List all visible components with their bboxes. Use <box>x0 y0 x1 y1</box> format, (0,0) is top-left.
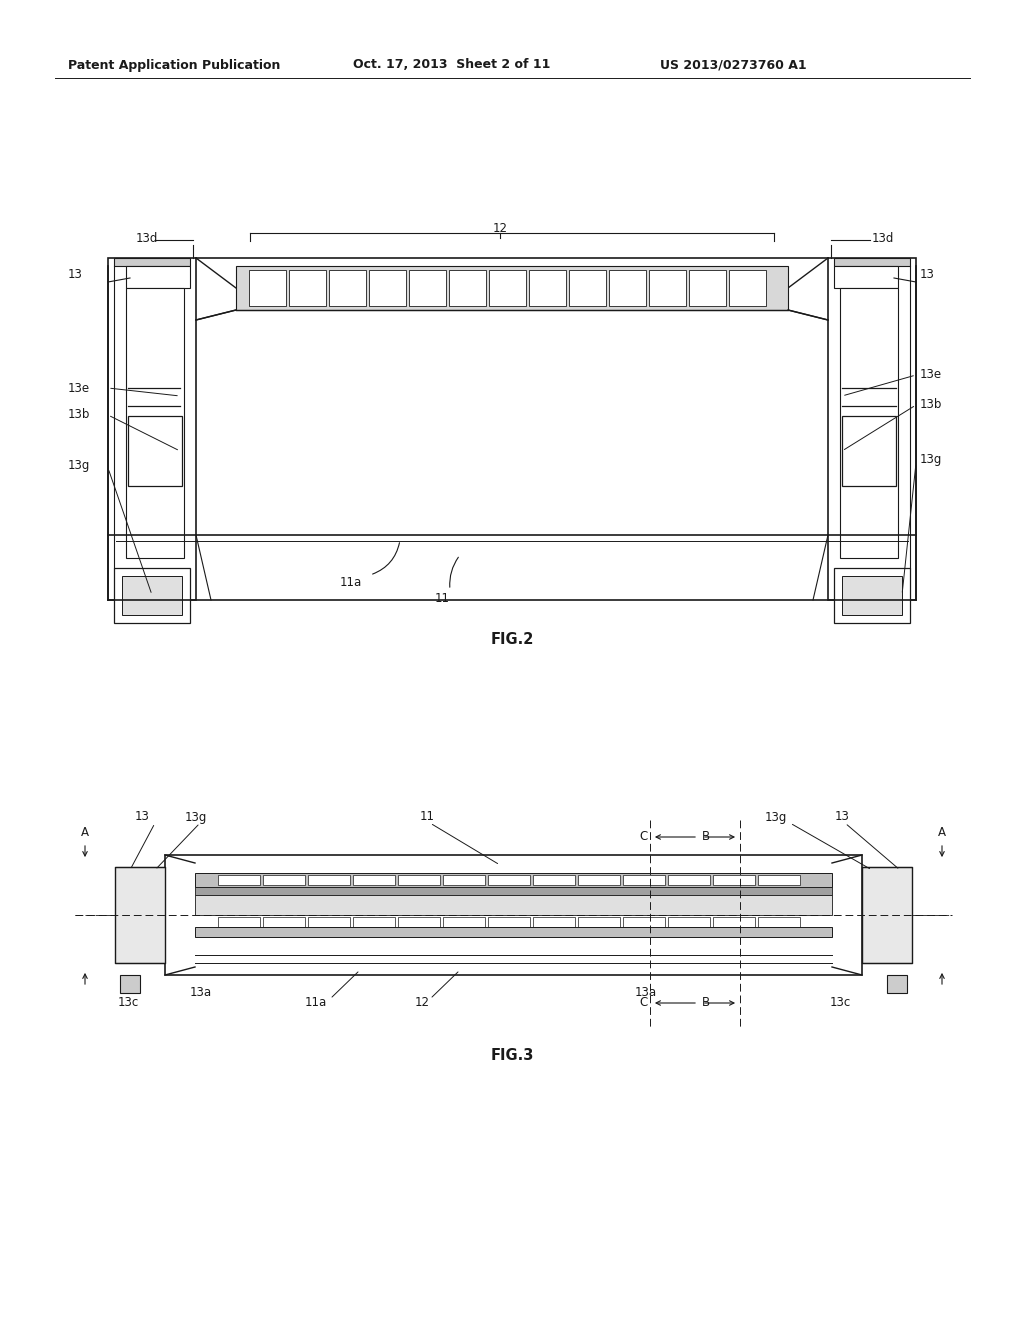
Bar <box>236 267 788 310</box>
Bar <box>578 875 620 884</box>
Bar <box>409 271 446 306</box>
Bar <box>569 271 606 306</box>
Bar <box>353 917 395 927</box>
Bar <box>195 873 831 887</box>
Bar <box>114 568 190 623</box>
Bar <box>308 917 350 927</box>
Bar <box>443 875 485 884</box>
Text: 13: 13 <box>68 268 83 281</box>
Text: 13a: 13a <box>190 986 212 999</box>
Bar <box>828 257 916 601</box>
Bar <box>443 917 485 927</box>
Bar <box>887 975 907 993</box>
Bar <box>534 917 575 927</box>
Text: 13a: 13a <box>635 986 657 999</box>
Bar <box>842 576 902 615</box>
Bar <box>128 416 182 486</box>
Text: 12: 12 <box>493 222 508 235</box>
Bar <box>308 875 350 884</box>
Text: Patent Application Publication: Patent Application Publication <box>68 58 281 71</box>
Bar <box>758 917 800 927</box>
Bar <box>263 875 305 884</box>
Bar <box>126 267 190 288</box>
Bar <box>489 271 526 306</box>
Text: FIG.2: FIG.2 <box>490 632 534 648</box>
Bar <box>834 267 898 288</box>
Bar <box>398 875 440 884</box>
Bar <box>488 917 530 927</box>
Text: A: A <box>81 826 89 840</box>
Bar <box>609 271 646 306</box>
Bar <box>398 917 440 927</box>
Bar <box>689 271 726 306</box>
Bar <box>713 875 755 884</box>
Text: 13e: 13e <box>68 381 90 395</box>
Bar <box>449 271 486 306</box>
Text: 13g: 13g <box>185 810 208 824</box>
Bar <box>834 257 910 267</box>
Text: B: B <box>702 830 710 843</box>
Bar <box>729 271 766 306</box>
Bar <box>120 975 140 993</box>
Bar <box>834 568 910 623</box>
Bar <box>668 917 710 927</box>
Bar <box>623 917 665 927</box>
Text: 13g: 13g <box>920 454 942 466</box>
Text: US 2013/0273760 A1: US 2013/0273760 A1 <box>660 58 807 71</box>
Bar <box>534 875 575 884</box>
Text: 13d: 13d <box>872 231 894 244</box>
Bar <box>165 855 862 975</box>
Bar <box>122 576 182 615</box>
Bar <box>578 917 620 927</box>
Text: 13b: 13b <box>68 408 90 421</box>
Bar <box>329 271 366 306</box>
Bar <box>668 875 710 884</box>
Text: 12: 12 <box>415 997 430 1010</box>
Bar <box>649 271 686 306</box>
Bar <box>195 887 831 895</box>
Bar <box>623 875 665 884</box>
Bar <box>108 257 196 601</box>
Bar <box>369 271 406 306</box>
Text: 13g: 13g <box>68 458 90 471</box>
Text: 11a: 11a <box>305 997 328 1010</box>
Text: B: B <box>702 997 710 1010</box>
Bar <box>353 875 395 884</box>
Text: C: C <box>640 997 648 1010</box>
Bar <box>758 875 800 884</box>
Bar <box>195 895 831 915</box>
Bar <box>218 875 260 884</box>
Text: 13d: 13d <box>136 231 159 244</box>
Bar <box>840 288 898 558</box>
Text: 13b: 13b <box>920 399 942 412</box>
Text: 13: 13 <box>920 268 935 281</box>
Bar <box>289 271 326 306</box>
Text: 13: 13 <box>135 810 150 824</box>
Text: A: A <box>938 826 946 840</box>
Bar <box>842 416 896 486</box>
Text: 11: 11 <box>420 810 435 824</box>
Text: 13c: 13c <box>830 997 851 1010</box>
Bar <box>115 867 165 964</box>
Bar <box>862 867 912 964</box>
Bar <box>218 917 260 927</box>
Text: 13g: 13g <box>765 810 787 824</box>
Text: 13c: 13c <box>118 997 139 1010</box>
Bar <box>263 917 305 927</box>
Bar <box>114 257 190 267</box>
Bar <box>195 927 831 937</box>
Bar <box>249 271 286 306</box>
Text: 11a: 11a <box>340 577 362 590</box>
Bar <box>126 288 184 558</box>
Text: 13e: 13e <box>920 368 942 381</box>
Bar <box>529 271 566 306</box>
Bar <box>488 875 530 884</box>
Text: 13: 13 <box>835 810 850 824</box>
Text: C: C <box>640 830 648 843</box>
Text: FIG.3: FIG.3 <box>490 1048 534 1063</box>
Text: 11: 11 <box>435 591 450 605</box>
Bar <box>713 917 755 927</box>
Text: Oct. 17, 2013  Sheet 2 of 11: Oct. 17, 2013 Sheet 2 of 11 <box>353 58 550 71</box>
